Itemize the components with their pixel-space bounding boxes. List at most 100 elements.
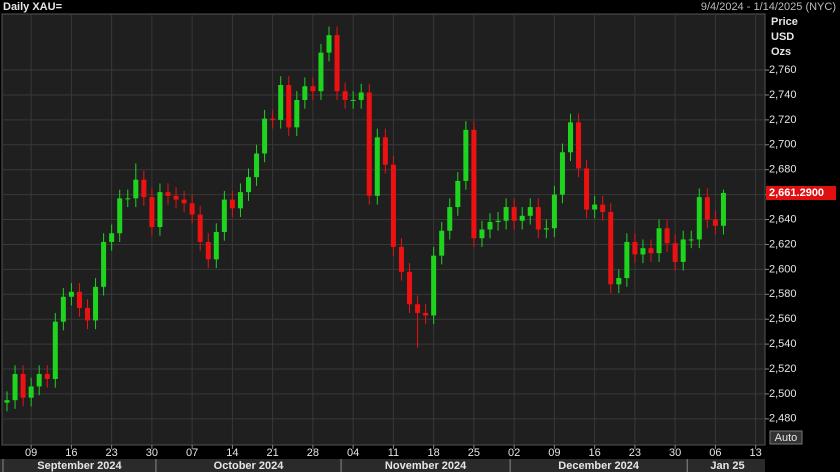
candle-body (664, 228, 670, 244)
x-tick-label: 13 (750, 447, 762, 459)
candle-body (576, 122, 582, 169)
candle-body (310, 86, 316, 92)
y-tick-label: 2,740 (769, 89, 797, 101)
y-tick-label: 2,560 (769, 313, 797, 325)
candle-body (157, 192, 163, 228)
y-tick-label: 2,480 (769, 413, 797, 425)
candle-body (246, 177, 251, 193)
candle-body (173, 195, 179, 200)
candle-body (688, 239, 694, 241)
candle-body (519, 215, 525, 221)
candle-body (672, 243, 678, 262)
candle-body (471, 129, 477, 239)
candle-body (205, 241, 211, 260)
candle-body (535, 207, 541, 230)
y-tick-label: 2,620 (769, 238, 797, 250)
y-tick-label: 2,680 (769, 164, 797, 176)
candle-body (302, 86, 308, 100)
candle-body (44, 373, 50, 379)
y-tick-label: 2,720 (769, 114, 797, 126)
candle-body (262, 118, 268, 154)
month-label: November 2024 (385, 460, 467, 472)
auto-button-label[interactable]: Auto (775, 432, 798, 444)
candle-body (52, 321, 58, 379)
x-tick-label: 14 (226, 447, 238, 459)
month-label: Jan 25 (710, 460, 744, 472)
candle-body (608, 212, 614, 285)
month-bar (0, 459, 765, 472)
candle-body (511, 207, 517, 221)
candle-body (28, 386, 34, 398)
candle-body (141, 179, 147, 198)
y-tick-label: 2,640 (769, 213, 797, 225)
x-tick-label: 30 (669, 447, 681, 459)
candle-body (350, 99, 356, 101)
x-tick-label: 09 (25, 447, 37, 459)
x-tick-label: 30 (146, 447, 158, 459)
candle-body (237, 192, 243, 209)
candle-body (270, 118, 276, 120)
x-tick-label: 09 (548, 447, 560, 459)
candle-body (696, 197, 702, 240)
x-tick-label: 06 (709, 447, 721, 459)
candle-body (616, 278, 622, 285)
candle-body (447, 207, 453, 231)
candle-body (390, 164, 396, 247)
x-tick-label: 28 (307, 447, 319, 459)
x-tick-label: 11 (388, 447, 399, 459)
candle-body (165, 192, 171, 196)
candle-body (358, 92, 364, 100)
chart-title: Daily XAU= (3, 1, 62, 13)
plot-area (1, 13, 766, 446)
candle-body (318, 52, 324, 92)
x-tick-label: 16 (589, 447, 601, 459)
date-range: 9/4/2024 - 1/14/2025 (NYC) (701, 1, 836, 13)
candle-body (109, 233, 115, 242)
candle-body (455, 180, 461, 208)
candle-body (398, 246, 404, 272)
candle-body (149, 197, 155, 228)
candle-body (407, 271, 412, 305)
y-tick-label: 2,520 (769, 363, 797, 375)
candle-body (326, 35, 332, 53)
x-tick-label: 04 (347, 447, 359, 459)
candle-body (221, 199, 227, 232)
candle-body (463, 129, 469, 181)
x-tick-label: 25 (468, 447, 480, 459)
candle-body (487, 222, 493, 230)
candle-body (431, 255, 437, 316)
last-price-box (766, 186, 836, 201)
month-label: September 2024 (37, 460, 122, 472)
candle-body (656, 228, 662, 254)
candle-body (76, 291, 82, 308)
candle-body (648, 248, 654, 254)
y-tick-label: 2,540 (769, 338, 797, 350)
candle-body (60, 296, 66, 322)
candle-body (125, 198, 131, 200)
candle-body (439, 230, 445, 256)
candle-body (4, 400, 10, 403)
candle-body (543, 228, 549, 230)
y-axis-label: Price (771, 16, 798, 28)
candle-body (712, 219, 718, 226)
candle-body (101, 241, 107, 287)
y-axis-label: USD (771, 31, 794, 43)
x-tick-label: 23 (106, 447, 118, 459)
candle-body (624, 241, 630, 279)
x-tick-label: 21 (267, 447, 279, 459)
candle-body (189, 203, 195, 215)
auto-button[interactable] (769, 430, 803, 445)
candle-body (527, 207, 533, 216)
x-tick-label: 23 (629, 447, 641, 459)
candle-body (20, 373, 26, 398)
candle-body (366, 92, 372, 196)
x-tick-label: 18 (428, 447, 440, 459)
x-tick-label: 02 (508, 447, 520, 459)
candle-body (584, 168, 590, 210)
candle-body (213, 231, 219, 260)
candle-body (374, 137, 380, 196)
candle-body (479, 229, 485, 239)
month-label: December 2024 (558, 460, 640, 472)
candle-body (334, 35, 340, 92)
